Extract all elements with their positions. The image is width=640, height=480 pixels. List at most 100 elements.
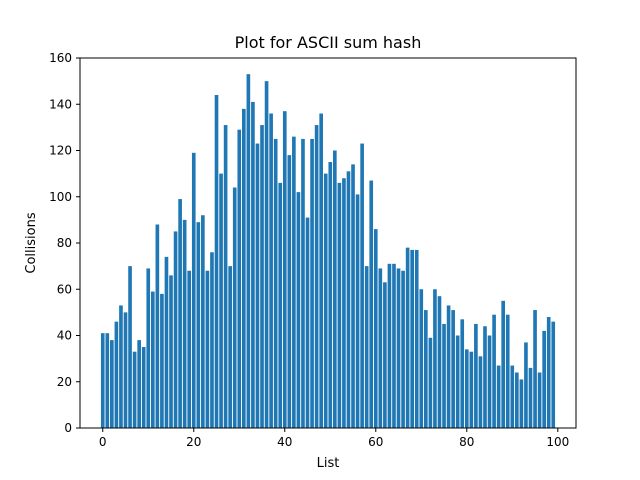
x-tick-label: 40	[277, 435, 292, 449]
bar	[191, 152, 196, 428]
x-tick-label: 60	[368, 435, 383, 449]
bar	[328, 162, 333, 428]
chart-title: Plot for ASCII sum hash	[235, 33, 422, 52]
x-tick-label: 80	[459, 435, 474, 449]
bar	[273, 138, 278, 428]
bar	[232, 187, 237, 428]
bar	[451, 310, 455, 428]
bar	[201, 215, 205, 428]
bar	[132, 351, 137, 428]
bar	[314, 125, 319, 428]
bar	[437, 296, 442, 428]
bar	[360, 143, 364, 428]
bar	[205, 270, 210, 428]
bar	[396, 268, 401, 428]
bar	[414, 249, 419, 428]
bar	[546, 317, 551, 428]
bar	[100, 333, 105, 428]
bar	[405, 247, 410, 429]
y-tick-label: 160	[49, 51, 72, 65]
x-tick-label: 0	[99, 435, 107, 449]
bar	[242, 108, 246, 429]
bar	[474, 323, 478, 428]
bar	[237, 129, 242, 428]
bar	[301, 138, 305, 428]
bar	[333, 150, 337, 428]
bar	[460, 319, 465, 428]
bar	[505, 314, 510, 428]
bar	[105, 333, 110, 428]
plot-frame	[79, 57, 577, 429]
bars-group	[100, 74, 556, 429]
bar	[173, 231, 178, 428]
bar	[210, 252, 214, 428]
bar	[483, 326, 487, 428]
bar	[169, 275, 173, 429]
bar	[319, 113, 323, 428]
bar	[501, 300, 506, 428]
y-tick-label: 100	[49, 190, 72, 204]
bar	[150, 291, 155, 428]
bar	[110, 340, 114, 429]
bar	[146, 268, 151, 428]
bar	[383, 282, 387, 428]
bar	[164, 256, 169, 429]
bar	[492, 314, 496, 428]
bar	[287, 155, 292, 429]
bar	[533, 310, 537, 428]
bar	[214, 95, 219, 428]
bar	[392, 263, 396, 428]
bar	[537, 372, 542, 428]
bar	[419, 289, 424, 428]
x-axis-label: List	[317, 456, 340, 471]
bar	[278, 182, 283, 429]
bar	[119, 305, 123, 428]
y-tick-label: 20	[57, 375, 72, 389]
bar	[378, 268, 383, 428]
y-tick-label: 140	[49, 97, 72, 111]
bar	[446, 305, 451, 428]
bar	[519, 379, 524, 428]
y-tick-label: 0	[64, 421, 72, 435]
bar	[464, 349, 469, 429]
bar	[282, 111, 287, 428]
bar	[223, 125, 228, 428]
bar	[433, 289, 437, 428]
bar	[160, 293, 164, 429]
bar	[355, 194, 360, 428]
bar	[469, 351, 474, 428]
x-tick-label: 20	[186, 435, 201, 449]
bar	[264, 81, 269, 429]
bar	[387, 263, 392, 428]
bar	[510, 365, 515, 428]
bar	[478, 356, 483, 428]
bar	[123, 312, 128, 429]
bar	[196, 222, 201, 428]
bar	[410, 249, 414, 428]
bar	[524, 342, 528, 428]
x-axis-ticks: 0 20 40 60 80 100	[99, 428, 569, 449]
bar	[551, 321, 556, 429]
bar	[364, 266, 369, 429]
bar	[323, 173, 328, 429]
bar	[337, 182, 342, 429]
bar	[187, 270, 192, 428]
bar	[373, 229, 378, 429]
bar	[496, 365, 501, 428]
bar	[369, 180, 374, 428]
bar	[141, 347, 146, 428]
y-axis-label: Collisions	[24, 212, 39, 273]
y-axis-ticks: 0 20 40 60 80 100 120 140 160	[49, 51, 80, 435]
bar	[542, 330, 546, 429]
y-tick-label: 80	[57, 236, 72, 250]
y-tick-label: 40	[57, 329, 72, 343]
bar	[292, 136, 296, 429]
bar	[401, 270, 405, 428]
y-tick-label: 60	[57, 282, 72, 296]
bar	[428, 337, 433, 428]
bar	[228, 266, 232, 429]
bar	[296, 192, 301, 428]
bar	[515, 372, 519, 428]
bar	[251, 101, 255, 428]
